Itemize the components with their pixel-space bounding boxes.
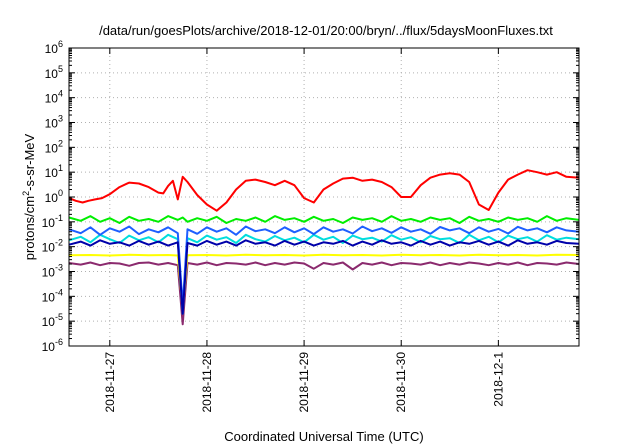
series-line-5 bbox=[68, 239, 580, 315]
y-axis-label-rest: -s-sr-MeV bbox=[22, 133, 37, 190]
series-line-4 bbox=[68, 225, 580, 308]
y-tick-label: 100 bbox=[45, 188, 63, 205]
y-tick-label: 102 bbox=[45, 138, 63, 155]
y-tick-label: 101 bbox=[45, 163, 63, 180]
y-tick-label-base: 10 bbox=[45, 92, 59, 106]
y-tick-label-exp: -4 bbox=[55, 287, 63, 297]
y-tick-label-exp: -3 bbox=[55, 263, 63, 273]
y-tick-label-base: 10 bbox=[45, 67, 59, 81]
y-tick-label: 10-3 bbox=[42, 263, 63, 280]
x-tick-label: 2018-11-29 bbox=[297, 352, 311, 413]
series-line-6 bbox=[68, 253, 580, 311]
y-tick-label-exp: 3 bbox=[58, 114, 63, 124]
series-line-7 bbox=[68, 261, 580, 326]
y-tick-label-exp: 5 bbox=[58, 64, 63, 74]
y-tick-label-base: 10 bbox=[42, 290, 56, 304]
grid bbox=[69, 48, 579, 346]
y-tick-label: 103 bbox=[45, 114, 63, 131]
x-tick-label: 2018-11-28 bbox=[200, 352, 214, 413]
y-tick-label-exp: -6 bbox=[55, 337, 63, 347]
y-tick-label-base: 10 bbox=[42, 340, 56, 354]
y-tick-label-base: 10 bbox=[45, 191, 59, 205]
y-tick-label-base: 10 bbox=[45, 117, 59, 131]
y-tick-label: 106 bbox=[45, 39, 63, 56]
y-tick-label: 105 bbox=[45, 64, 63, 81]
y-tick-label: 10-5 bbox=[42, 312, 63, 329]
y-tick-label-base: 10 bbox=[42, 216, 56, 230]
y-tick-label-exp: 0 bbox=[58, 188, 63, 198]
y-tick-label-base: 10 bbox=[42, 315, 56, 329]
y-tick-label: 10-2 bbox=[42, 238, 63, 255]
y-tick-label-base: 10 bbox=[45, 141, 59, 155]
y-tick-label-exp: 2 bbox=[58, 138, 63, 148]
y-axis-label-base: protons/cm bbox=[22, 196, 37, 260]
y-tick-label: 10-4 bbox=[42, 287, 63, 304]
chart-title: /data/run/goesPlots/archive/2018-12-01/2… bbox=[99, 23, 553, 38]
series-line-1 bbox=[68, 169, 580, 212]
x-tick-label: 2018-12-1 bbox=[491, 352, 505, 407]
x-tick-label: 2018-11-27 bbox=[103, 352, 117, 413]
series-group bbox=[68, 169, 580, 326]
y-tick-label-exp: 6 bbox=[58, 39, 63, 49]
y-tick-label-base: 10 bbox=[42, 266, 56, 280]
y-tick-label: 10-6 bbox=[42, 337, 63, 354]
y-tick-label-exp: 1 bbox=[58, 163, 63, 173]
y-axis-label: protons/cm2-s-sr-MeV bbox=[21, 133, 37, 260]
y-tick-label-base: 10 bbox=[45, 42, 59, 56]
y-tick-label: 10-1 bbox=[42, 213, 63, 230]
series-line-2 bbox=[68, 215, 580, 224]
x-axis-label: Coordinated Universal Time (UTC) bbox=[224, 429, 423, 444]
y-tick-label-exp: 4 bbox=[58, 89, 63, 99]
x-tick-label: 2018-11-30 bbox=[394, 352, 408, 413]
y-tick-label-exp: -5 bbox=[55, 312, 63, 322]
y-tick-label-base: 10 bbox=[42, 241, 56, 255]
y-tick-label-exp: -1 bbox=[55, 213, 63, 223]
x-axis: 2018-11-27 2018-11-28 2018-11-29 2018-11-30… bbox=[103, 48, 505, 413]
y-axis-label-sup: 2 bbox=[21, 191, 31, 196]
y-tick-label-exp: -2 bbox=[55, 238, 63, 248]
y-tick-label: 104 bbox=[45, 89, 63, 106]
y-tick-label-base: 10 bbox=[45, 166, 59, 180]
y-axis: 10610510410310210110010-110-210-310-410-… bbox=[42, 39, 579, 354]
